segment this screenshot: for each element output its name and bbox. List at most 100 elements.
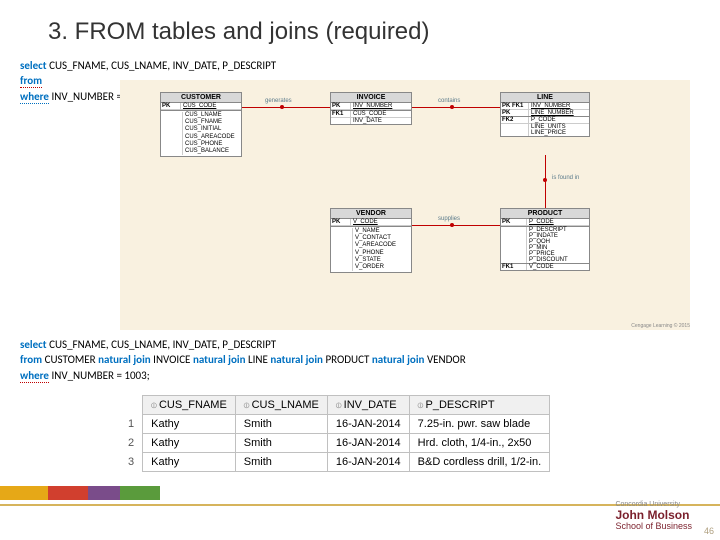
cell: Smith [235, 434, 327, 453]
table-row: 2 Kathy Smith 16-JAN-2014 Hrd. cloth, 1/… [120, 434, 550, 453]
table-header-row: ⦶CUS_FNAME ⦶CUS_LNAME ⦶INV_DATE ⦶P_DESCR… [120, 396, 550, 415]
copyright-text: Cengage Learning © 2015 [631, 323, 690, 329]
sql-block-2: select CUS_FNAME, CUS_LNAME, INV_DATE, P… [20, 337, 466, 383]
pk-label: PK FK1 [501, 103, 529, 109]
entity-invoice: INVOICE PK INV_NUMBER FK1 CUS_CODE INV_D… [330, 92, 412, 125]
from-tbl: CUSTOMER [45, 353, 96, 366]
cell: 7.25-in. pwr. saw blade [409, 415, 550, 434]
attr: CUS_INITIAL [183, 126, 239, 133]
col-icon: ⦶ [336, 401, 342, 411]
conn-dot [280, 105, 284, 109]
cell: Smith [235, 453, 327, 472]
from-tbl: LINE [248, 353, 268, 366]
footer-line [0, 504, 720, 506]
pk-attr: CUS_CODE [181, 103, 241, 109]
conn-dot [450, 223, 454, 227]
kw-select: select [20, 338, 47, 351]
attr: CUS_LNAME [183, 112, 239, 119]
entity-header: PRODUCT [501, 209, 589, 219]
footer-stripe [0, 486, 160, 500]
from-tbl: VENDOR [427, 353, 466, 366]
fk-label: FK1 [501, 264, 527, 270]
pk-attr: P_CODE [527, 219, 589, 225]
from-tbl: INVOICE [153, 353, 190, 366]
pk-label: PK [501, 219, 527, 225]
attr: CUS_FNAME [183, 119, 239, 126]
kw-from: from [20, 353, 42, 366]
logo-sub: School of Business [615, 522, 692, 532]
kw-where: where [20, 90, 49, 104]
col-header: ⦶INV_DATE [327, 396, 409, 415]
conn-customer-invoice [242, 107, 330, 108]
pk-attr: LINE_NUMBER [529, 110, 589, 116]
col-icon: ⦶ [151, 401, 157, 411]
conn-vendor-product [412, 225, 500, 226]
attr: V_ORDER [353, 264, 409, 271]
fk-attr: P_CODE [529, 117, 589, 123]
attr: V_CONTACT [353, 235, 409, 242]
logo-jm: Concordia University John Molson School … [615, 501, 692, 532]
pk-label: PK [501, 110, 529, 116]
entity-header: CUSTOMER [161, 93, 241, 103]
attr: V_NAME [353, 228, 409, 235]
fk-label: FK1 [331, 111, 351, 117]
page-number: 46 [704, 526, 714, 536]
entity-header: VENDOR [331, 209, 411, 219]
cell: 16-JAN-2014 [327, 434, 409, 453]
select-cols: CUS_FNAME, CUS_LNAME, INV_DATE, P_DESCRI… [49, 59, 276, 72]
attr: CUS_BALANCE [183, 148, 239, 155]
er-diagram: CUSTOMER PK CUS_CODE CUS_LNAME CUS_FNAME… [120, 80, 690, 330]
kw-from: from [20, 74, 42, 88]
attr: LINE_PRICE [529, 130, 589, 136]
rel-contains: contains [438, 98, 460, 104]
kw-nj: natural join [193, 353, 246, 366]
cell: B&D cordless drill, 1/2-in. [409, 453, 550, 472]
cell: Kathy [143, 453, 236, 472]
attr: V_AREACODE [353, 242, 409, 249]
conn-dot [450, 105, 454, 109]
pk-attr: V_CODE [351, 219, 411, 225]
rel-isfoundin: is found in [552, 175, 579, 181]
kw-nj: natural join [372, 353, 425, 366]
entity-customer: CUSTOMER PK CUS_CODE CUS_LNAME CUS_FNAME… [160, 92, 242, 157]
from-tbl: PRODUCT [325, 353, 369, 366]
fk-attr: V_CODE [527, 264, 589, 270]
where-cond: INV_NUMBER = 1003; [51, 369, 149, 382]
cell: Kathy [143, 434, 236, 453]
table-row: 1 Kathy Smith 16-JAN-2014 7.25-in. pwr. … [120, 415, 550, 434]
pk-attr: INV_NUMBER [351, 103, 411, 109]
entity-header: LINE [501, 93, 589, 103]
col-icon: ⦶ [244, 401, 250, 411]
attr: INV_DATE [351, 118, 411, 124]
entity-product: PRODUCT PK P_CODE P_DESCRIPT P_INDATE P_… [500, 208, 590, 271]
fk-attr: CUS_CODE [351, 111, 411, 117]
kw-select: select [20, 59, 47, 72]
cell: Kathy [143, 415, 236, 434]
rel-generates: generates [265, 98, 292, 104]
row-num: 3 [120, 453, 143, 472]
attr: CUS_AREACODE [183, 134, 239, 141]
pk-label: PK [331, 219, 351, 225]
kw-nj: natural join [98, 353, 151, 366]
entity-line: LINE PK FK1 INV_NUMBER PK LINE_NUMBER FK… [500, 92, 590, 137]
pk-attr: INV_NUMBER [529, 103, 589, 109]
row-num: 2 [120, 434, 143, 453]
attr: V_STATE [353, 257, 409, 264]
conn-invoice-line [412, 107, 500, 108]
attr: V_PHONE [353, 250, 409, 257]
entity-header: INVOICE [331, 93, 411, 103]
slide-title: 3. FROM tables and joins (required) [48, 18, 430, 46]
select-cols: CUS_FNAME, CUS_LNAME, INV_DATE, P_DESCRI… [49, 338, 276, 351]
conn-dot [543, 178, 547, 182]
kw-nj: natural join [270, 353, 323, 366]
kw-where: where [20, 369, 49, 383]
cell: 16-JAN-2014 [327, 453, 409, 472]
rel-supplies: supplies [438, 216, 460, 222]
cell: 16-JAN-2014 [327, 415, 409, 434]
attr: CUS_PHONE [183, 141, 239, 148]
col-icon: ⦶ [418, 401, 424, 411]
pk-label: PK [331, 103, 351, 109]
fk-label: FK2 [501, 117, 529, 123]
entity-vendor: VENDOR PK V_CODE V_NAME V_CONTACT V_AREA… [330, 208, 412, 273]
pk-label: PK [161, 103, 181, 109]
